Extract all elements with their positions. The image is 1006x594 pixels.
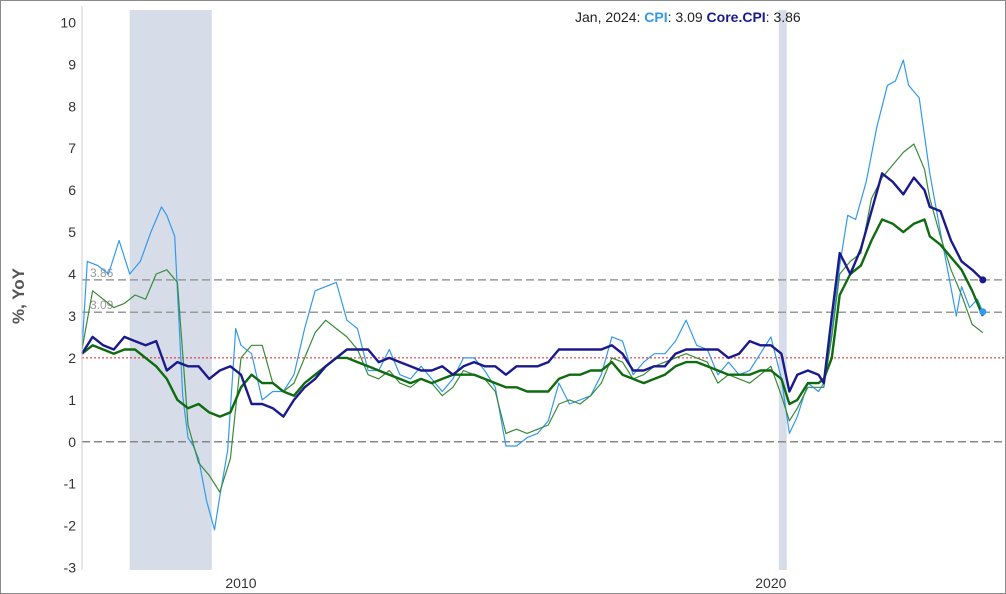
y-tick--3: -3 xyxy=(64,560,77,576)
hover-readout: Jan, 2024: CPI: 3.09 Core.CPI: 3.86 xyxy=(575,9,801,25)
y-tick-9: 9 xyxy=(68,56,76,72)
y-axis-label: %, YoY xyxy=(9,267,28,324)
y-tick-5: 5 xyxy=(68,224,76,240)
y-tick-7: 7 xyxy=(68,140,76,156)
y-tick--2: -2 xyxy=(64,518,77,534)
recession-bands xyxy=(129,10,787,570)
reference-label-3.86: 3.86 xyxy=(90,266,114,280)
recession-band-0 xyxy=(129,10,212,570)
axes: -3 -2 -1 0 1 2 3 4 5 6 7 8 9 10 2010 2020 xyxy=(60,6,787,591)
y-tick-2: 2 xyxy=(68,350,76,366)
y-tick-1: 1 xyxy=(68,392,76,408)
end-marker-core-cpi xyxy=(979,276,987,284)
y-tick-4: 4 xyxy=(68,266,76,282)
y-tick-3: 3 xyxy=(68,308,76,324)
y-tick-0: 0 xyxy=(68,434,76,450)
reference-lines: 3.86 3.09 xyxy=(82,266,1004,443)
series-line-series4 xyxy=(81,218,984,418)
readout-core-name: Core.CPI xyxy=(706,9,766,25)
readout-core-value: 3.86 xyxy=(773,9,801,25)
readout-date: Jan, 2024 xyxy=(575,9,637,25)
series-line-core-cpi xyxy=(80,172,984,418)
series-lines xyxy=(80,59,984,531)
y-tick-8: 8 xyxy=(68,98,76,114)
y-tick-6: 6 xyxy=(68,182,76,198)
readout-cpi-name: CPI xyxy=(644,9,668,25)
end-marker-cpi xyxy=(979,308,987,316)
reference-label-3.09: 3.09 xyxy=(90,298,114,312)
y-tick--1: -1 xyxy=(64,476,77,492)
readout-cpi-value: 3.09 xyxy=(675,9,703,25)
recession-band-1 xyxy=(778,10,787,570)
series-line-series3 xyxy=(81,143,984,493)
x-tick-2020: 2020 xyxy=(755,575,786,591)
x-tick-2010: 2010 xyxy=(225,575,256,591)
end-markers xyxy=(979,276,987,316)
series-line-cpi xyxy=(81,59,984,531)
y-tick-10: 10 xyxy=(60,14,76,30)
